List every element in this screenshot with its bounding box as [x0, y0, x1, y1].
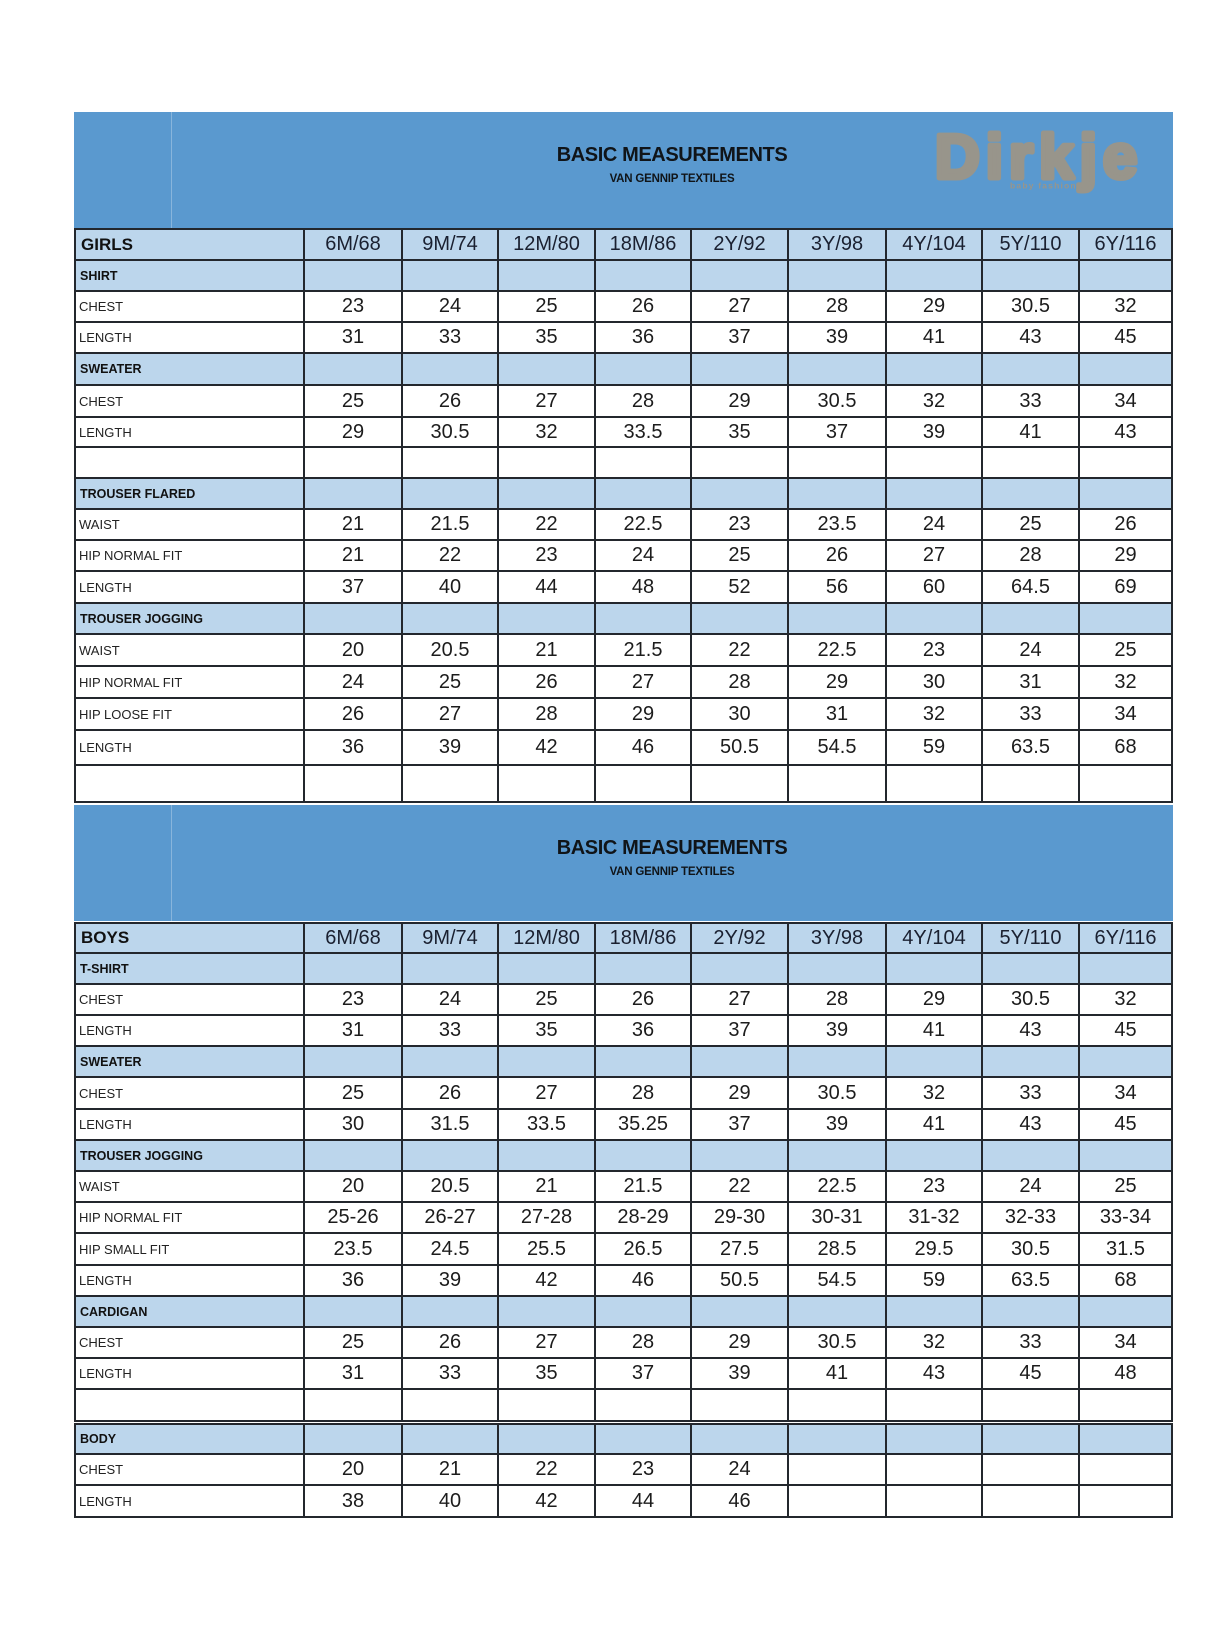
- svg-text:Dirkje: Dirkje: [935, 124, 1143, 192]
- svg-text:baby fashion: baby fashion: [1010, 181, 1077, 191]
